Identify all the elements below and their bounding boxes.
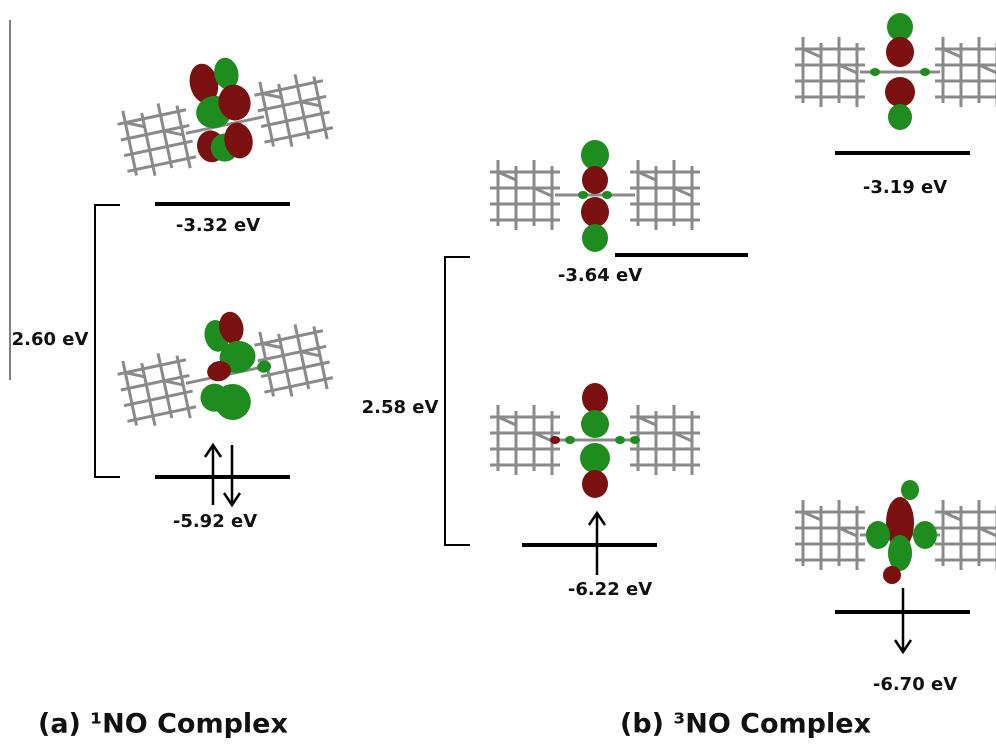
molecule [795,480,996,584]
energy-label: -3.64 eV [558,265,642,286]
molecule [490,383,700,498]
energy-label: -5.92 eV [173,511,257,532]
energy-label: -6.70 eV [873,674,957,695]
panel-label: (b) ³NO Complex [620,709,871,740]
orbital-diagram: -3.32 eV -5.92 eV 2.60 eV (a) ¹NO Comple… [0,0,996,751]
panel-label: (a) ¹NO Complex [38,709,288,740]
molecule [490,140,700,252]
molecule [110,294,338,442]
energy-label: -3.32 eV [176,215,260,236]
gap-label: 2.58 eV [362,397,439,418]
energy-label: -6.22 eV [568,579,652,600]
molecule [109,39,336,182]
gap-bracket [445,257,470,545]
molecule [795,13,996,130]
energy-label: -3.19 eV [863,177,947,198]
gap-label: 2.60 eV [12,329,89,350]
spin-down-arrow [895,588,911,652]
gap-bracket [95,205,120,477]
